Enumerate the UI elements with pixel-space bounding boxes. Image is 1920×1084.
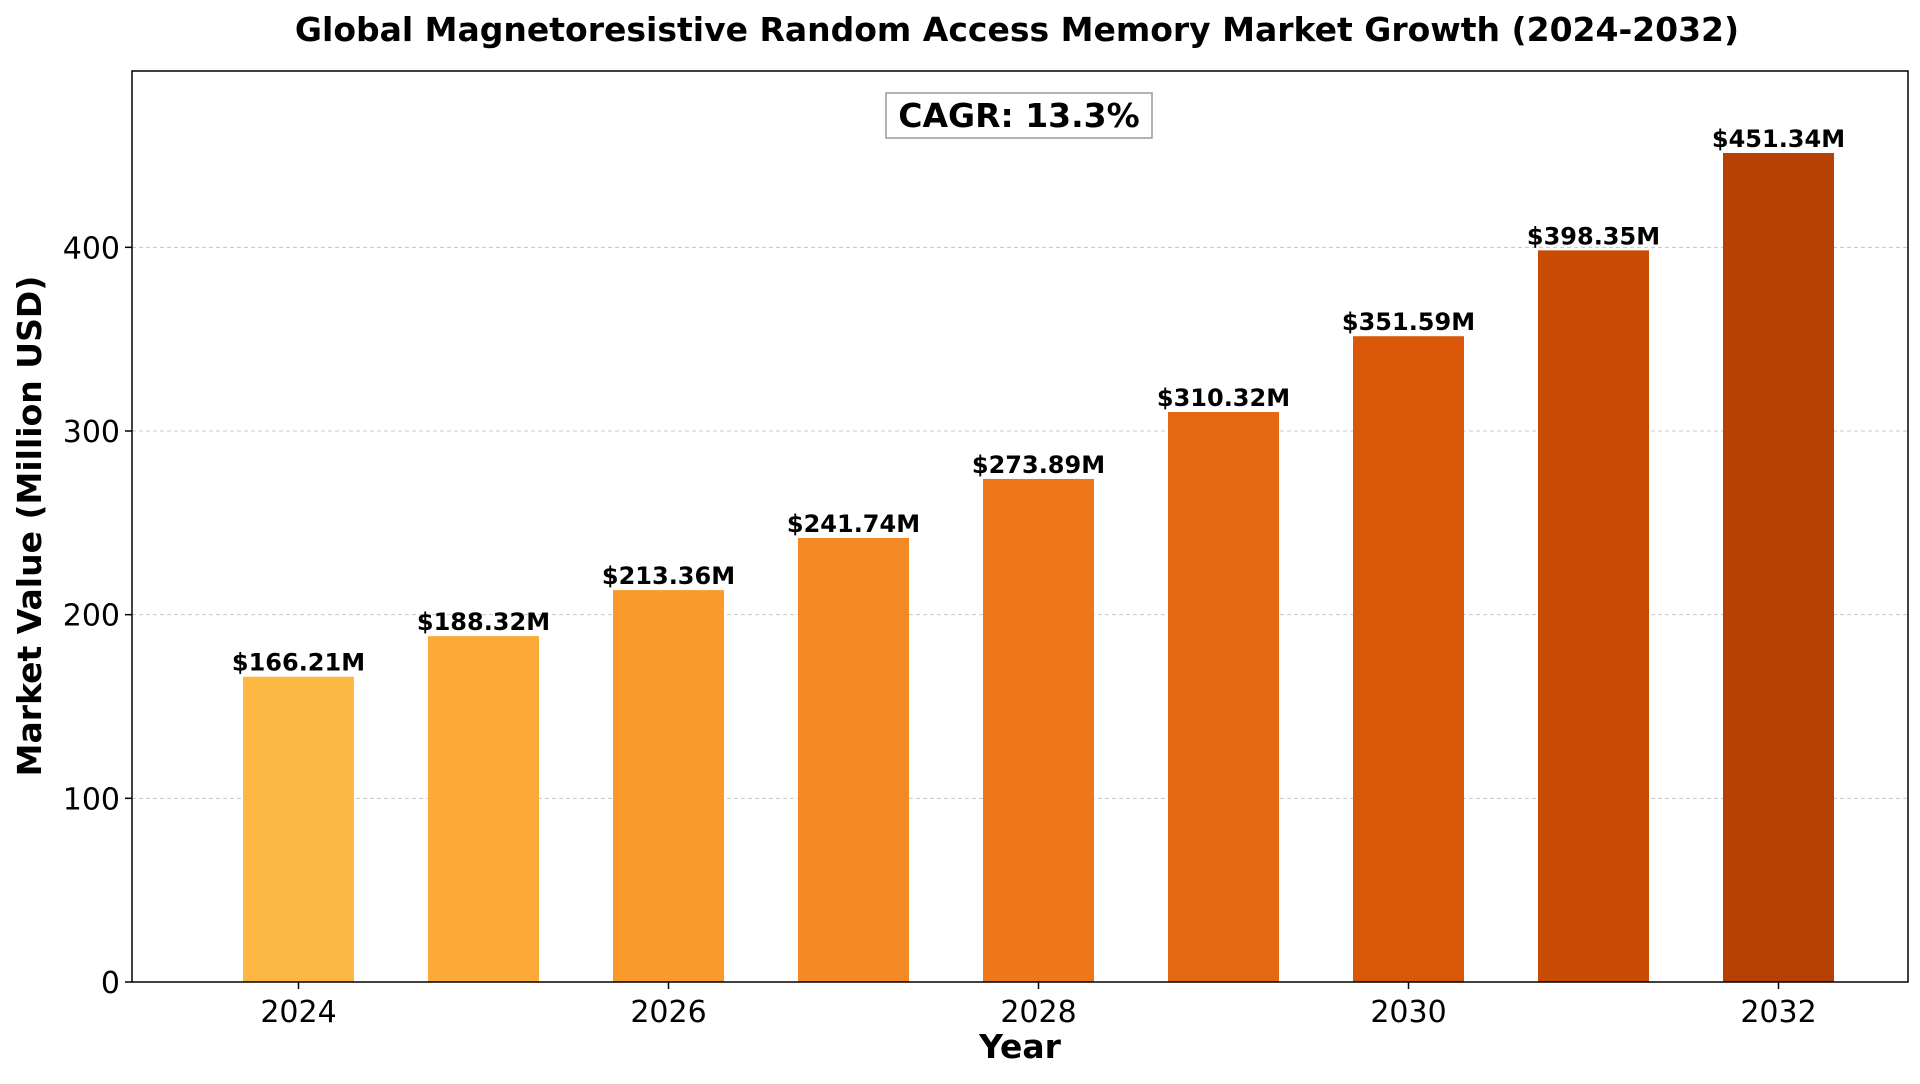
cagr-annotation: CAGR: 13.3%: [898, 96, 1139, 135]
plot-frame: [131, 70, 1909, 983]
bar-2027: [798, 537, 909, 982]
cagr-annotation-box: [885, 92, 1153, 139]
bar-value-label-2027: $241.74M: [787, 510, 920, 538]
bar-2030: [1353, 336, 1464, 982]
y-axis: 0 100 200 300 400: [63, 231, 132, 1001]
x-tick-label: 2028: [1000, 995, 1076, 1030]
bar-value-labels: $166.21M $188.32M $213.36M $241.74M $273.89M…: [232, 125, 1845, 677]
bar-2031: [1538, 250, 1649, 982]
bar-2032: [1723, 153, 1834, 982]
bar-value-label-2028: $273.89M: [972, 451, 1105, 479]
x-tick-label: 2026: [630, 995, 706, 1030]
bar-value-label-2024: $166.21M: [232, 649, 365, 677]
bars: [243, 153, 1834, 983]
bar-value-label-2030: $351.59M: [1342, 308, 1475, 336]
bar-2026: [613, 590, 724, 982]
chart-title: Global Magnetoresistive Random Access Me…: [295, 10, 1739, 49]
x-tick-label: 2030: [1370, 995, 1446, 1030]
bar-value-label-2029: $310.32M: [1157, 384, 1290, 412]
y-tick-label: 0: [101, 966, 120, 1001]
bar-value-label-2025: $188.32M: [417, 608, 550, 636]
bar-2024: [243, 676, 354, 982]
bar-2028: [983, 478, 1094, 982]
bar-2025: [428, 636, 539, 982]
x-tick-label: 2032: [1740, 995, 1816, 1030]
x-tick-label: 2024: [260, 995, 336, 1030]
y-tick-label: 300: [63, 415, 120, 450]
y-tick-label: 100: [63, 782, 120, 817]
bar-value-label-2031: $398.35M: [1527, 222, 1660, 250]
bar-value-label-2026: $213.36M: [602, 562, 735, 590]
y-tick-label: 400: [63, 231, 120, 266]
bar-2029: [1168, 412, 1279, 983]
x-axis: 2024 2026 2028 2030 2032: [260, 982, 1817, 1030]
bar-value-label-2032: $451.34M: [1712, 125, 1845, 153]
x-axis-label: Year: [978, 1027, 1062, 1066]
y-tick-label: 200: [63, 599, 120, 634]
y-axis-label: Market Value (Million USD): [10, 276, 49, 777]
